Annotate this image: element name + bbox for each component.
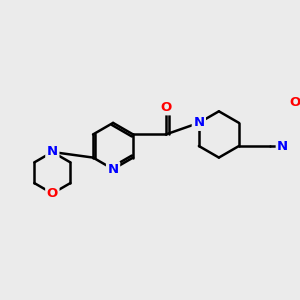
Text: N: N <box>107 163 118 176</box>
Text: O: O <box>47 187 58 200</box>
Text: N: N <box>277 140 288 152</box>
Text: O: O <box>290 96 300 109</box>
Text: N: N <box>47 146 58 158</box>
Text: N: N <box>193 116 204 129</box>
Text: O: O <box>160 101 171 114</box>
